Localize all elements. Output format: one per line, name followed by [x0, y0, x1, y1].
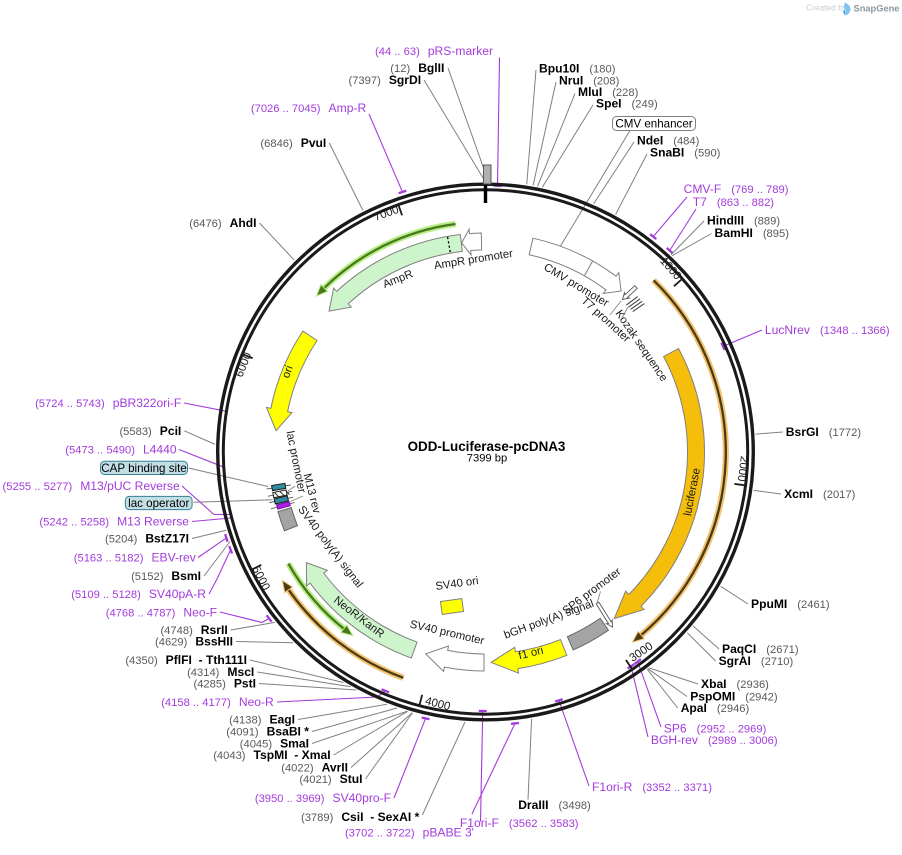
svg-text:(3702 .. 3722)pBABE 3': (3702 .. 3722)pBABE 3': [345, 826, 474, 840]
svg-text:BGH-rev(2989 .. 3006): BGH-rev(2989 .. 3006): [651, 733, 778, 747]
svg-text:(5109 .. 5128)SV40pA-R: (5109 .. 5128)SV40pA-R: [71, 587, 206, 601]
svg-text:7399 bp: 7399 bp: [467, 453, 507, 465]
svg-text:CMV enhancer: CMV enhancer: [615, 118, 692, 131]
svg-text:(7026 .. 7045)Amp-R: (7026 .. 7045)Amp-R: [251, 101, 367, 115]
svg-text:(4350)PflFI - Tth111I: (4350)PflFI - Tth111I: [125, 653, 247, 667]
svg-text:(4158 .. 4177)Neo-R: (4158 .. 4177)Neo-R: [161, 695, 274, 709]
svg-text:CMV-F(769 .. 789): CMV-F(769 .. 789): [684, 182, 789, 196]
svg-text:(44 .. 63)pRS-marker: (44 .. 63)pRS-marker: [375, 44, 493, 58]
svg-text:(5255 .. 5277)M13/pUC Reverse: (5255 .. 5277)M13/pUC Reverse: [3, 479, 180, 493]
svg-text:F1ori-F(3562 .. 3583): F1ori-F(3562 .. 3583): [460, 816, 579, 830]
svg-text:Created by: Created by: [806, 3, 848, 13]
svg-text:(4768 .. 4787)Neo-F: (4768 .. 4787)Neo-F: [106, 606, 217, 620]
svg-text:(4091)BsaBI *: (4091)BsaBI *: [226, 725, 309, 739]
svg-text:(5583)PciI: (5583)PciI: [119, 424, 181, 438]
svg-text:(5204)BstZ17I: (5204)BstZ17I: [105, 532, 189, 546]
svg-text:(5473 .. 5490)L4440: (5473 .. 5490)L4440: [65, 443, 177, 457]
svg-text:F1ori-R(3352 .. 3371): F1ori-R(3352 .. 3371): [592, 780, 712, 794]
svg-text:LucNrev(1348 .. 1366): LucNrev(1348 .. 1366): [765, 323, 890, 337]
svg-text:lac operator: lac operator: [128, 497, 189, 510]
svg-text:(5163 .. 5182)EBV-rev: (5163 .. 5182)EBV-rev: [74, 551, 196, 565]
svg-text:SnapGene: SnapGene: [854, 4, 900, 14]
svg-text:(3950 .. 3969)SV40pro-F: (3950 .. 3969)SV40pro-F: [255, 791, 391, 805]
svg-text:BamHI(895): BamHI(895): [715, 226, 790, 240]
svg-text:CAP binding site: CAP binding site: [101, 462, 187, 475]
svg-text:T7(863 .. 882): T7(863 .. 882): [693, 195, 775, 209]
svg-text:(3789)CsiI - SexAI *: (3789)CsiI - SexAI *: [301, 810, 420, 824]
